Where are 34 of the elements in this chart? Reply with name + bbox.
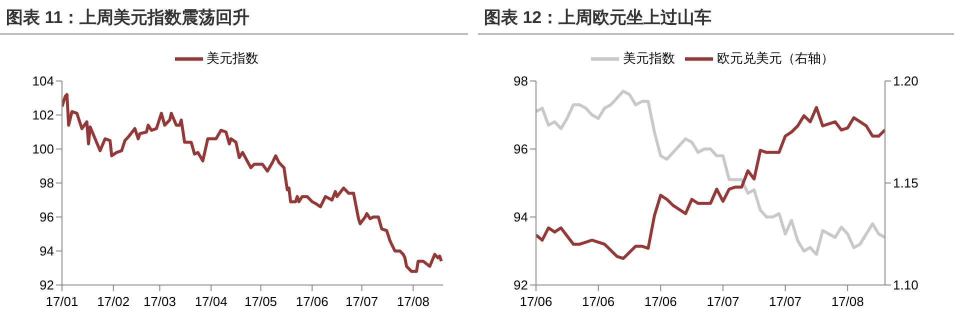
y-tick-label: 96 — [40, 210, 54, 225]
y-tick-label: 102 — [32, 108, 54, 123]
x-tick-label: 17/03 — [143, 294, 176, 310]
legend-label: 美元指数 — [206, 50, 258, 66]
y2-tick-label: 1.20 — [893, 74, 918, 89]
x-tick-label: 17/06 — [644, 294, 677, 310]
x-tick-label: 17/04 — [194, 294, 228, 310]
y-tick-label: 98 — [514, 74, 528, 89]
y-tick-label: 92 — [40, 278, 54, 293]
y-tick-label: 104 — [32, 74, 54, 89]
line-series — [62, 93, 443, 273]
y-tick-label: 96 — [514, 142, 528, 157]
y-tick-label: 92 — [514, 278, 528, 293]
x-tick-label: 17/06 — [296, 294, 328, 310]
y2-tick-label: 1.10 — [893, 278, 918, 293]
x-tick-label: 17/08 — [396, 294, 430, 310]
x-tick-label: 17/01 — [46, 294, 78, 310]
x-tick-label: 17/02 — [97, 294, 130, 310]
legend-label: 美元指数 — [623, 50, 675, 66]
y-tick-label: 100 — [32, 142, 54, 157]
y2-tick-label: 1.15 — [893, 176, 918, 191]
x-tick-label: 17/05 — [244, 294, 278, 310]
x-tick-label: 17/08 — [831, 294, 864, 310]
x-tick-label: 17/07 — [706, 294, 740, 310]
legend-label: 欧元兑美元（右轴） — [717, 50, 834, 66]
x-tick-label: 17/06 — [582, 294, 615, 310]
y-tick-label: 98 — [40, 176, 54, 191]
y-tick-label: 94 — [514, 210, 528, 225]
x-tick-label: 17/07 — [346, 294, 378, 310]
x-tick-label: 17/07 — [769, 294, 802, 310]
x-tick-label: 17/06 — [520, 294, 552, 310]
y-tick-label: 94 — [40, 244, 54, 259]
chart-title: 图表 12：上周欧元坐上过山车 — [478, 0, 954, 35]
chart-title: 图表 11：上周美元指数震荡回升 — [0, 0, 468, 35]
